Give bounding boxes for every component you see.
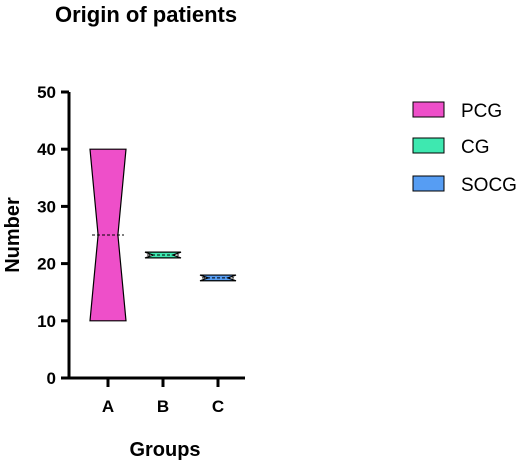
y-tick-label: 0: [47, 369, 56, 388]
x-axis: A B C: [69, 376, 245, 416]
legend: PCG CG SOCG: [412, 101, 517, 196]
legend-swatch-cg: [412, 137, 445, 154]
y-tick-label: 30: [37, 197, 56, 216]
y-axis-label: Number: [2, 197, 24, 273]
plot-area: [89, 148, 237, 322]
y-tick-label: 40: [37, 140, 56, 159]
legend-swatch-pcg: [412, 101, 445, 118]
y-tick-label: 50: [37, 83, 56, 102]
legend-swatch-socg: [412, 175, 445, 192]
y-tick-label: 10: [37, 312, 56, 331]
chart-title: Origin of patients: [55, 2, 237, 27]
y-tick-label: 20: [37, 255, 56, 274]
legend-label-pcg: PCG: [461, 101, 502, 122]
x-tick-label: B: [157, 397, 169, 416]
x-tick-label: C: [212, 397, 224, 416]
legend-label-cg: CG: [461, 137, 490, 158]
y-axis: 0 10 20 30 40 50: [37, 83, 71, 388]
legend-label-socg: SOCG: [461, 175, 517, 196]
x-tick-label: A: [102, 397, 114, 416]
x-axis-label: Groups: [129, 439, 200, 461]
